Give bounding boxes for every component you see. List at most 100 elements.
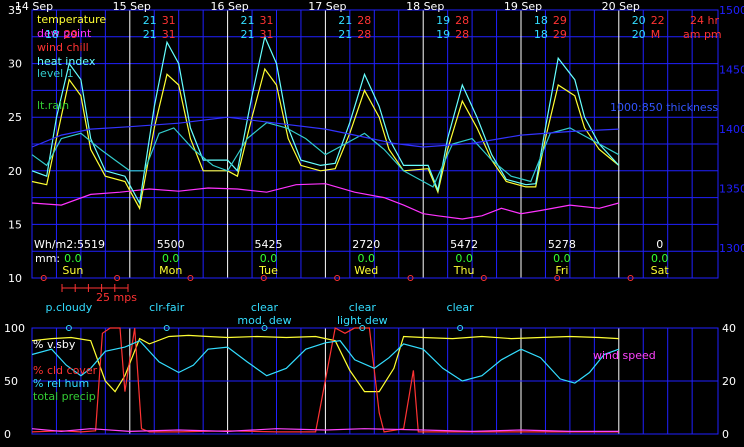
legend-heat-index: heat index bbox=[37, 55, 96, 68]
wind-marker bbox=[40, 275, 47, 281]
labels: temperature dew point wind chill heat in… bbox=[33, 13, 722, 403]
series--rel-hum bbox=[31, 339, 620, 384]
wind-scale-label: 25 mps bbox=[96, 291, 137, 304]
max-label-1: 22 bbox=[651, 14, 665, 27]
solar-label: 5278 bbox=[548, 238, 576, 251]
rain-mm-label: 0.0 bbox=[651, 252, 669, 265]
sky-marker bbox=[457, 325, 464, 331]
right-tick-label: 1400 bbox=[719, 123, 744, 136]
wind-marker bbox=[627, 275, 634, 281]
temp-label-1: 18 bbox=[534, 14, 548, 27]
sky-label: p.cloudy bbox=[46, 301, 93, 314]
temp-label-2: 21 bbox=[338, 28, 352, 41]
left-tick-label: 15 bbox=[8, 218, 22, 231]
solar-label: 5500 bbox=[157, 238, 185, 251]
right-tick-label: 1350 bbox=[719, 183, 744, 196]
temp-label-1: 21 bbox=[338, 14, 352, 27]
max-label-1: 29 bbox=[553, 14, 567, 27]
weekday-label: Tue bbox=[258, 264, 278, 277]
temp-label-2: 20 bbox=[632, 28, 646, 41]
max-label-1: 28 bbox=[357, 14, 371, 27]
temp-label-2: 21 bbox=[241, 28, 255, 41]
series-temperature bbox=[31, 67, 620, 211]
wind-marker bbox=[114, 275, 121, 281]
right-tick-label: 0 bbox=[722, 428, 729, 441]
solar-label: 5425 bbox=[255, 238, 283, 251]
max-label-2: 28 bbox=[455, 28, 469, 41]
dew-label: light dew bbox=[337, 314, 388, 327]
solar-label: Wh/m2:5519 bbox=[34, 238, 105, 251]
temp-label-1: 21 bbox=[241, 14, 255, 27]
max-label-2: 31 bbox=[162, 28, 176, 41]
solar-label: 0 bbox=[656, 238, 663, 251]
temp-label-1: 19 bbox=[436, 14, 450, 27]
date-label: 19 Sep bbox=[504, 0, 542, 13]
sky-marker bbox=[359, 325, 366, 331]
temp-label-2: 19 bbox=[436, 28, 450, 41]
rain-mm-label: 0.0 bbox=[455, 252, 473, 265]
right-tick-label: 40 bbox=[722, 322, 736, 335]
rain-mm-label: 0.0 bbox=[64, 252, 82, 265]
top-panel-frame bbox=[31, 9, 719, 279]
weekday-label: Wed bbox=[354, 264, 378, 277]
date-label: 16 Sep bbox=[210, 0, 248, 13]
sky-label: clear bbox=[349, 301, 377, 314]
legend-vsby: % v.sby bbox=[33, 338, 76, 351]
left-tick-label: 35 bbox=[8, 4, 22, 17]
wind-marker bbox=[480, 275, 487, 281]
sky-marker bbox=[65, 325, 72, 331]
top-panel-series bbox=[31, 34, 620, 220]
max-label-2: 31 bbox=[260, 28, 274, 41]
solar-label: 2720 bbox=[352, 238, 380, 251]
temp-label-2: 18 bbox=[534, 28, 548, 41]
bottom-panel-series bbox=[31, 327, 620, 433]
date-label: 15 Sep bbox=[113, 0, 151, 13]
series-thickness bbox=[31, 116, 619, 148]
sky-label: clear bbox=[447, 301, 475, 314]
top-panel-grid bbox=[31, 9, 719, 279]
legend-lt-rain: lt.rain bbox=[37, 99, 69, 112]
legend-level1: level 1 bbox=[37, 67, 74, 80]
wind-marker bbox=[187, 275, 194, 281]
left-tick-label: 25 bbox=[8, 111, 22, 124]
hour-label-ampm: am pm bbox=[683, 28, 722, 41]
rain-mm-label: 0.0 bbox=[260, 252, 278, 265]
wind-marker bbox=[260, 275, 267, 281]
dew-label: mod. dew bbox=[237, 314, 291, 327]
left-tick-label: 0 bbox=[4, 428, 11, 441]
weekday-label: Mon bbox=[159, 264, 182, 277]
legend-wind-speed: wind speed bbox=[593, 349, 656, 362]
date-label: 17 Sep bbox=[308, 0, 346, 13]
max-label-1: 31 bbox=[162, 14, 176, 27]
max-label-1: 31 bbox=[260, 14, 274, 27]
left-tick-label: 50 bbox=[4, 375, 18, 388]
sky-label: clear bbox=[251, 301, 279, 314]
series--cld-cover bbox=[31, 327, 619, 433]
sky-marker bbox=[163, 325, 170, 331]
temp-label-2: 18 bbox=[45, 28, 59, 41]
rain-mm-label: 0.0 bbox=[162, 252, 180, 265]
series-dew-point bbox=[31, 183, 619, 220]
rain-mm-label: 0.0 bbox=[553, 252, 571, 265]
legend-cld-cover: % cld cover bbox=[33, 364, 98, 377]
sky-marker bbox=[261, 325, 268, 331]
solar-label: 5472 bbox=[450, 238, 478, 251]
weekday-label: Thu bbox=[453, 264, 475, 277]
rain-mm-label: 0.0 bbox=[358, 252, 376, 265]
wind-marker bbox=[407, 275, 414, 281]
legend-temperature: temperature bbox=[37, 13, 106, 26]
legend-wind-chill: wind chill bbox=[37, 41, 89, 54]
max-label-2: 29 bbox=[64, 28, 78, 41]
wind-marker bbox=[554, 275, 561, 281]
weekday-label: Sun bbox=[62, 264, 83, 277]
sky-label: clr-fair bbox=[149, 301, 185, 314]
left-tick-label: 10 bbox=[8, 272, 22, 285]
max-label-2: 28 bbox=[357, 28, 371, 41]
temp-label-1: 21 bbox=[143, 14, 157, 27]
temp-label-1: 20 bbox=[632, 14, 646, 27]
right-tick-label: 20 bbox=[722, 375, 736, 388]
date-label: 20 Sep bbox=[602, 0, 640, 13]
weekday-label: Fri bbox=[555, 264, 568, 277]
